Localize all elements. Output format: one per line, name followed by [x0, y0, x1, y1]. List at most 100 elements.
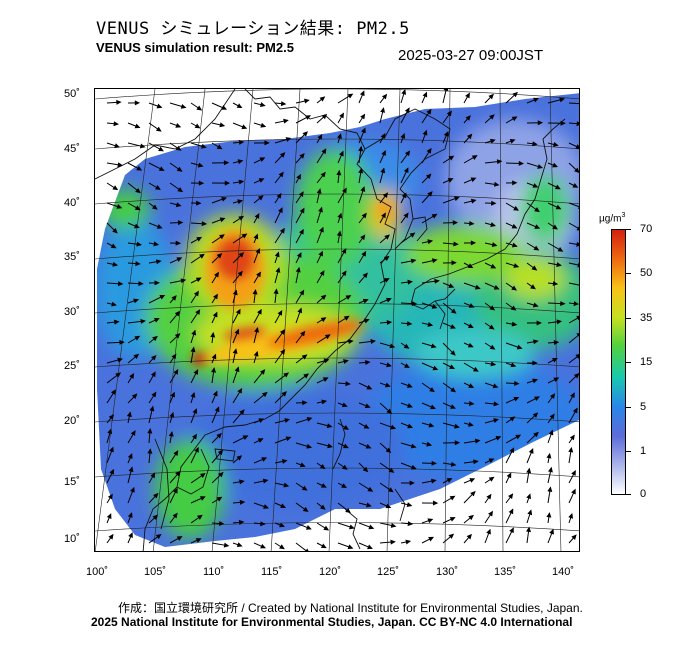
wind-arrow-head — [450, 350, 456, 356]
wind-arrow-head — [571, 488, 576, 495]
wind-arrow — [568, 262, 579, 266]
wind-arrow-head — [177, 187, 184, 193]
wind-arrow-head — [112, 261, 119, 267]
wind-arrow-head — [537, 120, 544, 126]
wind-arrow-head — [430, 404, 436, 410]
wind-arrow-head — [488, 324, 495, 330]
wind-arrow-head — [201, 143, 207, 149]
wind-arrow-head — [358, 167, 364, 174]
wind-arrow-head — [195, 309, 201, 315]
wind-arrow-head — [280, 503, 287, 509]
wind-arrow-head — [407, 521, 414, 527]
wind-arrow-head — [513, 205, 519, 211]
wind-arrow-head — [192, 433, 197, 440]
wind-arrow-head — [303, 373, 310, 379]
wind-arrow-head — [323, 525, 330, 531]
wind-arrow-head — [285, 436, 292, 442]
wind-arrow-head — [341, 464, 348, 470]
wind-arrow-head — [536, 320, 542, 326]
wind-arrow-head — [552, 357, 558, 363]
wind-arrow-head — [193, 290, 199, 297]
wind-arrow-head — [428, 536, 434, 542]
wind-arrow-head — [194, 446, 199, 453]
wind-arrow-head — [466, 133, 473, 140]
wind-arrow-head — [274, 251, 280, 258]
wind-arrow-head — [113, 121, 119, 127]
wind-arrow-head — [508, 493, 514, 500]
wind-arrow-head — [518, 160, 525, 166]
wind-arrow-head — [221, 196, 228, 202]
wind-arrow-head — [431, 304, 438, 309]
wind-arrow-head — [405, 539, 412, 545]
wind-arrow-head — [176, 257, 183, 262]
wind-arrow-head — [383, 278, 390, 283]
wind-arrow-head — [214, 406, 220, 413]
wind-arrow-head — [465, 92, 470, 99]
wind-arrow-head — [568, 446, 574, 453]
wind-arrow-head — [559, 97, 566, 103]
wind-arrow-head — [302, 506, 309, 513]
wind-arrow-head — [115, 372, 121, 378]
map-panel — [94, 88, 580, 552]
wind-arrow-head — [385, 447, 392, 454]
wind-arrow-head — [318, 206, 323, 213]
wind-arrow-head — [299, 207, 305, 214]
wind-arrow — [568, 316, 579, 324]
wind-arrow-head — [216, 144, 223, 150]
wind-arrow-head — [129, 373, 135, 379]
wind-arrow — [568, 222, 579, 230]
wind-arrow-head — [190, 391, 196, 398]
wind-arrow-head — [280, 101, 287, 107]
wind-arrow-head — [575, 144, 579, 149]
lon-label-105: 105˚ — [144, 566, 167, 578]
wind-arrow-head — [304, 98, 310, 104]
wind-arrow-head — [400, 133, 406, 139]
wind-arrow-head — [238, 252, 245, 258]
wind-arrow-head — [155, 126, 162, 132]
wind-arrow-head — [389, 343, 396, 349]
wind-arrow-head — [449, 495, 456, 501]
wind-arrow-head — [466, 533, 472, 540]
wind-arrow-head — [511, 223, 518, 229]
wind-arrow-head — [176, 536, 183, 541]
wind-arrow-head — [491, 242, 498, 248]
wind-arrow-head — [450, 387, 457, 393]
wind-arrow-head — [508, 508, 514, 515]
lon-label-110: 110˚ — [203, 566, 225, 578]
lat-label-30: 30˚ — [64, 306, 80, 318]
title-en: VENUS simulation result: PM2.5 — [96, 40, 294, 55]
wind-arrow-head — [486, 493, 492, 500]
wind-arrow-head — [347, 93, 354, 99]
wind-arrow-head — [234, 328, 240, 335]
wind-arrow-head — [213, 293, 218, 300]
wind-arrow-head — [134, 335, 141, 341]
wind-arrow-head — [370, 339, 377, 344]
wind-arrow-head — [196, 200, 202, 206]
wind-arrow — [568, 282, 579, 286]
wind-arrow-head — [134, 205, 141, 211]
wind-arrow-head — [171, 295, 177, 301]
colorbar-label-15: 15 — [640, 356, 653, 368]
wind-arrow-head — [362, 298, 369, 304]
wind-arrow-head — [426, 441, 433, 447]
wind-arrow-head — [216, 432, 222, 439]
wind-arrow-head — [407, 403, 413, 408]
wind-arrow-head — [156, 259, 162, 265]
coastlines — [95, 89, 566, 551]
wind-arrow-head — [471, 155, 478, 160]
wind-arrow-head — [405, 150, 411, 157]
wind-arrow-head — [273, 288, 279, 294]
wind-arrow-head — [343, 315, 350, 321]
wind-arrow-head — [128, 466, 134, 473]
wind-arrow-head — [237, 387, 243, 394]
wind-arrow-head — [319, 96, 326, 102]
wind-arrow-head — [409, 480, 415, 486]
wind-arrow-head — [219, 234, 225, 240]
wind-arrow-head — [339, 112, 344, 119]
wind-arrow-head — [218, 471, 224, 478]
colorbar-label-5: 5 — [640, 401, 647, 413]
wind-arrow-head — [555, 204, 562, 210]
wind-arrow-head — [384, 234, 390, 240]
wind-arrow-head — [302, 400, 308, 406]
colorbar-label-35: 35 — [640, 312, 653, 324]
